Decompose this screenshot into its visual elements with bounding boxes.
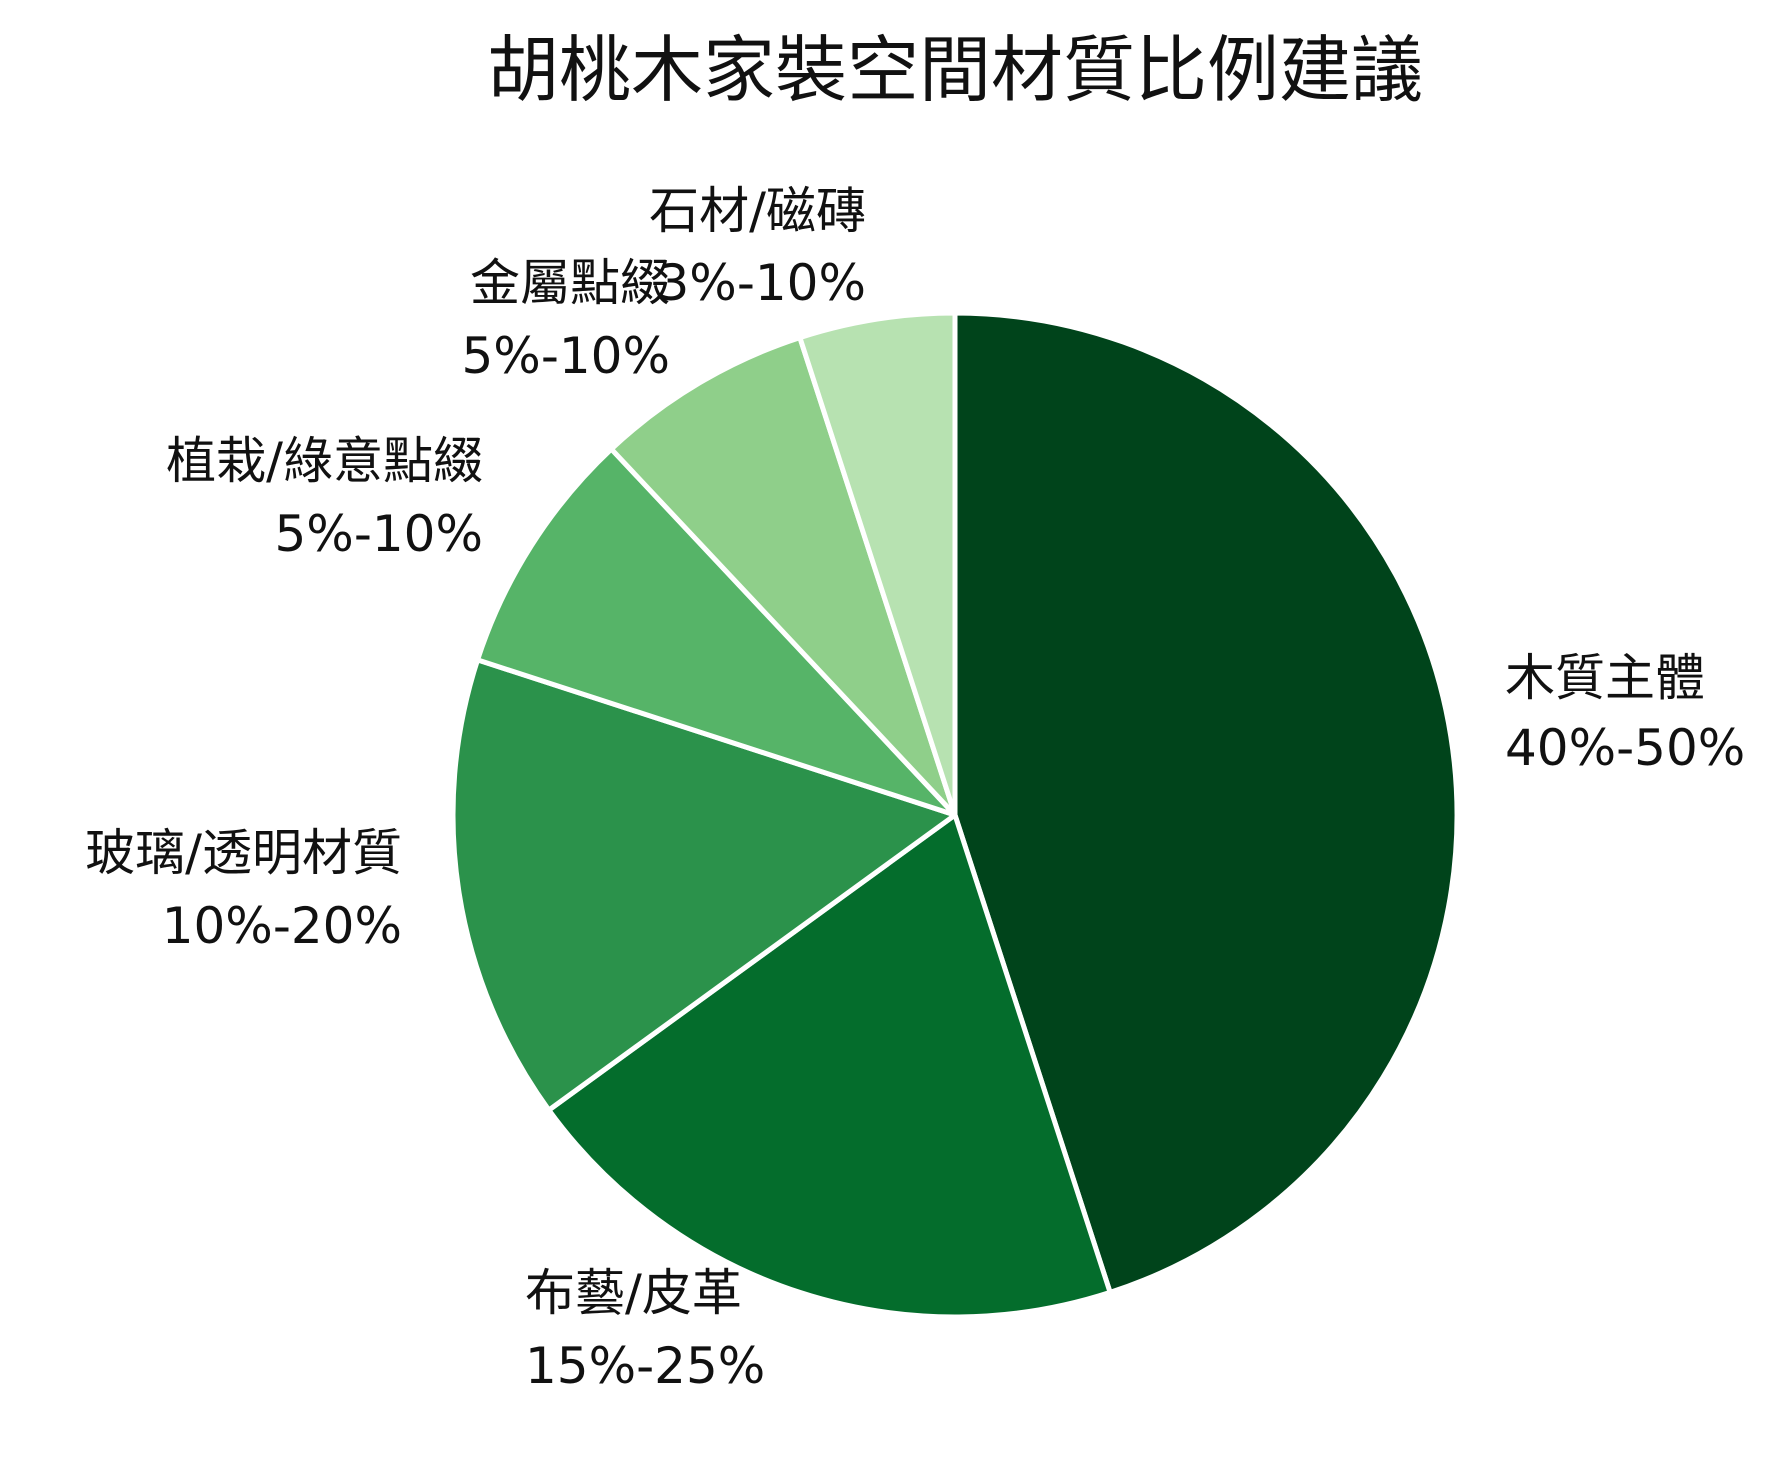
chart-title: 胡桃木家裝空間材質比例建議 — [487, 28, 1423, 112]
pie-slice-3 — [450, 657, 958, 1113]
slice-label-name-1: 木質主體 — [1505, 649, 1705, 707]
pie-slice-1 — [952, 310, 1460, 1295]
pie-slices — [450, 310, 1460, 1320]
pie-slice-2 — [546, 812, 1113, 1320]
slice-label-name-5: 金屬點綴 — [470, 254, 670, 312]
slice-label-name-6: 石材/磁磚 — [649, 182, 866, 240]
slice-label-range-4: 5%-10% — [275, 505, 484, 563]
pie-labels: 木質主體 40%-50% 布藝/皮革 15%-25% 玻璃/透明材質 10%-20% 植栽/… — [85, 182, 1745, 1395]
slice-label-range-1: 40%-50% — [1505, 719, 1745, 777]
pie-slice-4 — [475, 446, 958, 818]
slice-label-name-2: 布藝/皮革 — [525, 1264, 742, 1322]
slice-label-name-4: 植栽/綠意點綴 — [166, 432, 483, 490]
slice-label-range-3: 10%-20% — [162, 897, 402, 955]
pie-slice-5 — [608, 335, 958, 818]
slice-label-name-3: 玻璃/透明材質 — [85, 824, 402, 882]
pie-slice-6 — [797, 310, 958, 818]
slice-label-range-5: 5%-10% — [462, 327, 671, 385]
slice-label-range-2: 15%-25% — [525, 1337, 765, 1395]
slice-label-range-6: 3%-10% — [658, 254, 867, 312]
